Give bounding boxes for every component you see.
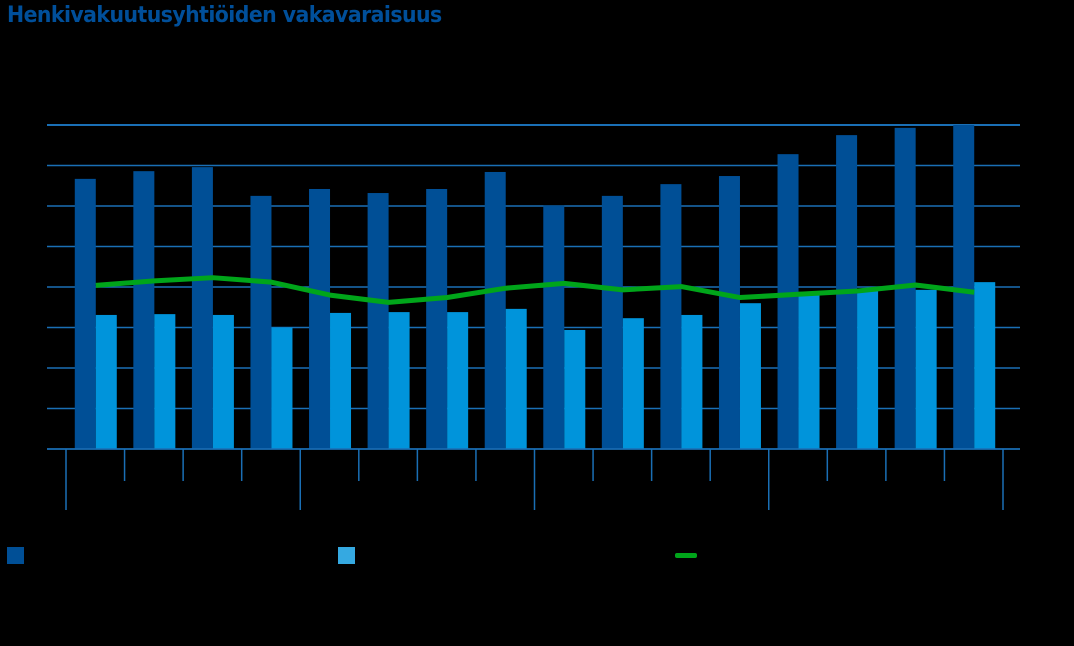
bar-dark	[953, 125, 975, 449]
bar-dark	[133, 171, 155, 450]
x-axis	[47, 448, 1020, 510]
bar-dark	[543, 205, 565, 449]
bar-dark	[601, 195, 623, 449]
bar-light	[915, 289, 937, 449]
bar-dark	[309, 188, 331, 450]
bar-dark	[74, 178, 96, 450]
legend	[0, 540, 1074, 570]
bar-light	[622, 318, 644, 449]
legend-item-light	[338, 540, 365, 570]
bar-light	[95, 314, 117, 449]
bar-light	[154, 314, 176, 449]
line-series	[95, 275, 975, 305]
bar-dark	[660, 184, 682, 449]
line-path	[95, 275, 975, 305]
bar-dark	[367, 193, 389, 449]
bar-light	[681, 314, 703, 449]
bar-dark	[484, 171, 506, 450]
bar-light	[505, 308, 527, 449]
bar-light	[447, 312, 469, 449]
bar-light	[739, 303, 761, 449]
legend-swatch-dark-icon	[7, 546, 24, 564]
bar-light	[212, 314, 234, 449]
legend-swatch-line-icon	[675, 552, 697, 558]
bars	[74, 125, 996, 450]
bar-light	[564, 329, 586, 449]
bar-dark	[777, 154, 799, 449]
legend-item-line	[675, 540, 707, 570]
legend-item-dark	[7, 540, 34, 570]
bar-light	[974, 282, 996, 449]
bar-light	[271, 327, 293, 449]
bar-light	[388, 312, 410, 449]
legend-swatch-light-icon	[338, 546, 355, 564]
bar-light	[798, 291, 820, 449]
bar-light	[857, 291, 879, 449]
bar-dark	[718, 176, 740, 449]
bar-dark	[250, 195, 272, 449]
chart-title: Henkivakuutusyhtiöiden vakavaraisuus	[7, 3, 442, 28]
bar-light	[330, 312, 352, 449]
bar-dark	[426, 188, 448, 450]
bar-dark	[191, 167, 213, 449]
